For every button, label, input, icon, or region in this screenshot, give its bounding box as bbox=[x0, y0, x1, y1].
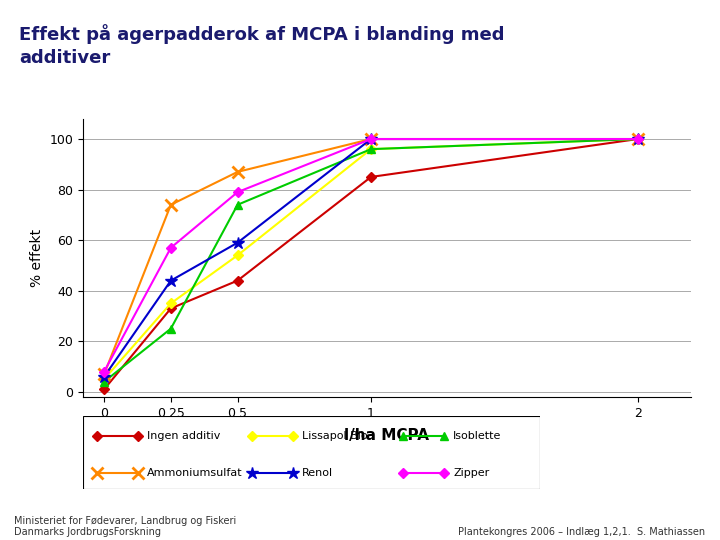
Ammoniumsulfat bbox=[634, 136, 642, 142]
Ammoniumsulfat bbox=[100, 371, 109, 377]
Ingen additiv bbox=[166, 305, 175, 312]
Lissapol Bio bbox=[166, 300, 175, 307]
X-axis label: l/ha MCPA: l/ha MCPA bbox=[344, 428, 430, 443]
Text: ♛: ♛ bbox=[669, 45, 688, 65]
Line: Lissapol Bio: Lissapol Bio bbox=[101, 136, 642, 383]
Ingen additiv bbox=[366, 174, 375, 180]
Text: Ministeriet for Fødevarer, Landbrug og Fiskeri
Danmarks JordbrugsForskning: Ministeriet for Fødevarer, Landbrug og F… bbox=[14, 516, 237, 537]
Zipper bbox=[166, 245, 175, 251]
Text: Lissapol Bio: Lissapol Bio bbox=[302, 431, 368, 441]
Zipper bbox=[366, 136, 375, 142]
Zipper bbox=[233, 189, 242, 195]
Ammoniumsulfat bbox=[233, 168, 242, 175]
Isoblette bbox=[166, 326, 175, 332]
Line: Zipper: Zipper bbox=[101, 136, 642, 375]
Lissapol Bio bbox=[366, 146, 375, 152]
Y-axis label: % effekt: % effekt bbox=[30, 229, 44, 287]
Lissapol Bio bbox=[634, 136, 642, 142]
Line: Ammoniumsulfat: Ammoniumsulfat bbox=[99, 133, 644, 380]
Isoblette bbox=[366, 146, 375, 152]
Text: Plantekongres 2006 – Indlæg 1,2,1.  S. Mathiassen: Plantekongres 2006 – Indlæg 1,2,1. S. Ma… bbox=[459, 527, 706, 537]
Line: Renol: Renol bbox=[98, 133, 644, 383]
Lissapol Bio bbox=[100, 376, 109, 382]
Ingen additiv bbox=[634, 136, 642, 142]
Renol bbox=[233, 239, 242, 246]
Lissapol Bio bbox=[233, 252, 242, 259]
Ingen additiv bbox=[233, 278, 242, 284]
Zipper bbox=[100, 368, 109, 375]
Text: Ammoniumsulfat: Ammoniumsulfat bbox=[147, 468, 243, 478]
Text: Effekt på agerpadderok af MCPA i blanding med
additiver: Effekt på agerpadderok af MCPA i blandin… bbox=[19, 24, 505, 67]
Text: Isoblette: Isoblette bbox=[453, 431, 502, 441]
Ingen additiv bbox=[100, 386, 109, 393]
Line: Ingen additiv: Ingen additiv bbox=[101, 136, 642, 393]
Ammoniumsulfat bbox=[166, 201, 175, 208]
Isoblette bbox=[233, 201, 242, 208]
Renol bbox=[166, 278, 175, 284]
Text: Renol: Renol bbox=[302, 468, 333, 478]
Isoblette bbox=[100, 379, 109, 385]
Renol bbox=[366, 136, 375, 142]
Renol bbox=[634, 136, 642, 142]
Line: Isoblette: Isoblette bbox=[100, 135, 642, 386]
Ammoniumsulfat bbox=[366, 136, 375, 142]
Zipper bbox=[634, 136, 642, 142]
Renol bbox=[100, 374, 109, 380]
Isoblette bbox=[634, 136, 642, 142]
Text: Zipper: Zipper bbox=[453, 468, 490, 478]
Text: Ingen additiv: Ingen additiv bbox=[147, 431, 220, 441]
